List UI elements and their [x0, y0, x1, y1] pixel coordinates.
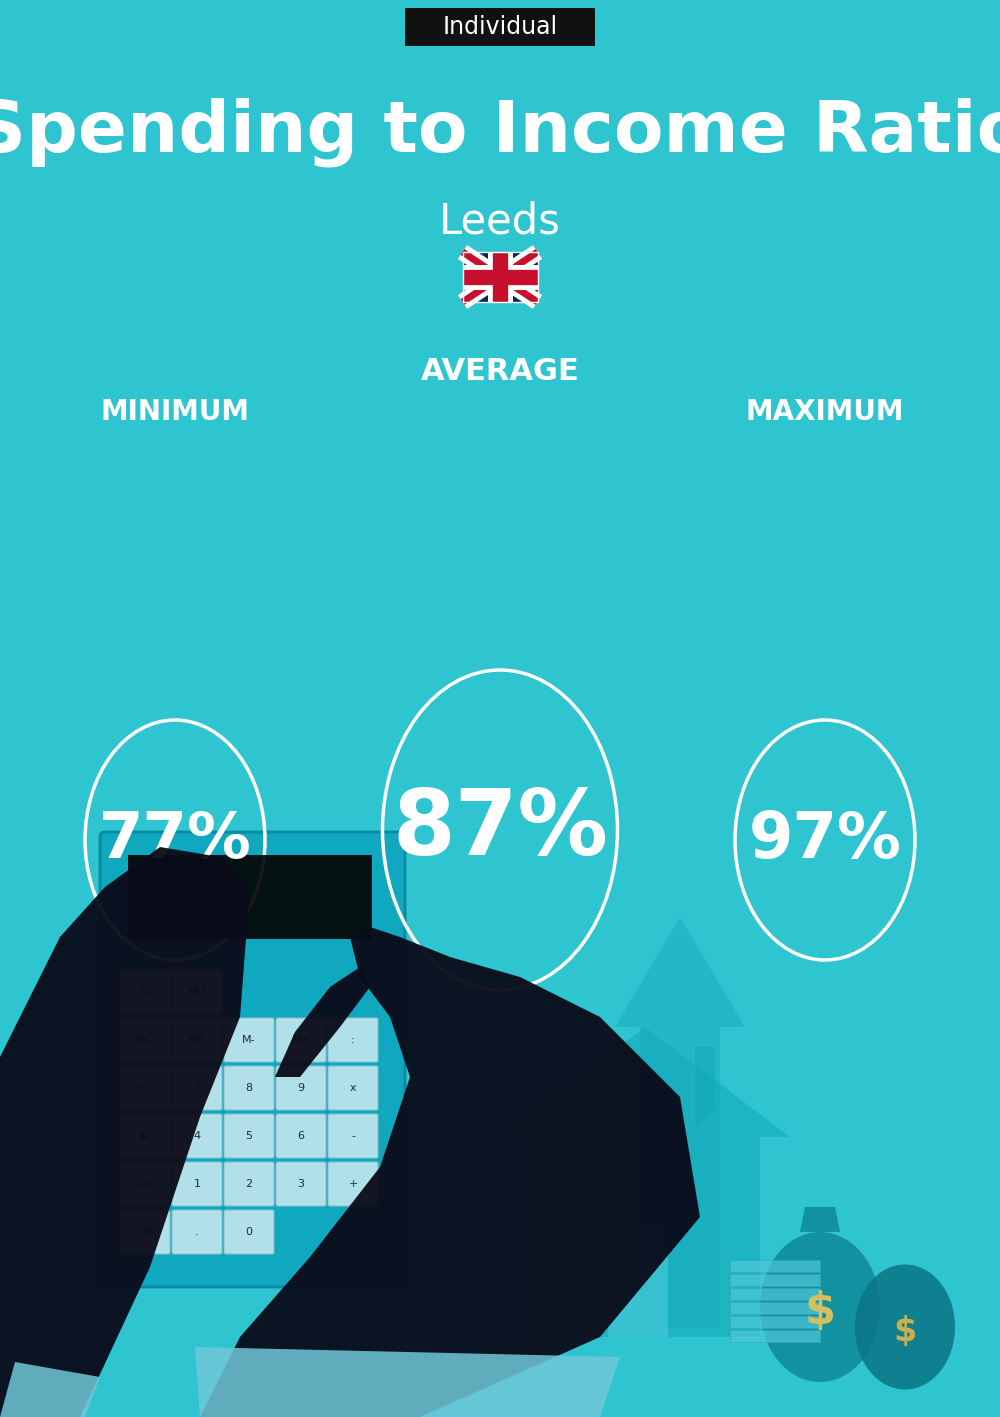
Polygon shape: [258, 966, 402, 1067]
Text: 2: 2: [245, 1179, 253, 1189]
FancyBboxPatch shape: [128, 854, 372, 939]
Text: 9: 9: [297, 1083, 305, 1093]
Polygon shape: [608, 1227, 668, 1338]
Polygon shape: [730, 1288, 820, 1299]
FancyBboxPatch shape: [120, 1162, 170, 1206]
FancyBboxPatch shape: [224, 1017, 274, 1061]
Text: MC: MC: [136, 1034, 154, 1044]
Text: +/-: +/-: [136, 1083, 154, 1093]
Polygon shape: [615, 917, 745, 1027]
Polygon shape: [800, 1207, 840, 1231]
FancyBboxPatch shape: [276, 1017, 326, 1061]
Text: 77%: 77%: [99, 809, 251, 871]
Text: MINIMUM: MINIMUM: [100, 398, 250, 427]
Text: 1: 1: [194, 1179, 200, 1189]
Text: x: x: [350, 1083, 356, 1093]
Polygon shape: [275, 966, 370, 1077]
Text: -: -: [351, 1131, 355, 1141]
FancyBboxPatch shape: [120, 1114, 170, 1158]
Text: 3: 3: [298, 1179, 304, 1189]
Text: Individual: Individual: [442, 16, 558, 40]
Text: MAXIMUM: MAXIMUM: [746, 398, 904, 427]
Polygon shape: [0, 847, 250, 1417]
FancyBboxPatch shape: [462, 252, 538, 302]
FancyBboxPatch shape: [276, 1114, 326, 1158]
FancyBboxPatch shape: [120, 1210, 170, 1254]
FancyBboxPatch shape: [172, 1210, 222, 1254]
FancyBboxPatch shape: [224, 1114, 274, 1158]
Polygon shape: [695, 1047, 715, 1127]
Polygon shape: [730, 1316, 820, 1328]
FancyBboxPatch shape: [172, 1114, 222, 1158]
FancyBboxPatch shape: [224, 1066, 274, 1110]
FancyBboxPatch shape: [172, 971, 222, 1015]
Text: 97%: 97%: [749, 809, 901, 871]
FancyBboxPatch shape: [172, 1066, 222, 1110]
Text: M+: M+: [292, 1034, 310, 1044]
FancyBboxPatch shape: [120, 1066, 170, 1110]
Polygon shape: [730, 1260, 820, 1272]
FancyBboxPatch shape: [405, 9, 595, 45]
Bar: [462, 252, 538, 302]
Polygon shape: [530, 1136, 760, 1338]
Text: 5: 5: [246, 1131, 252, 1141]
FancyBboxPatch shape: [224, 1210, 274, 1254]
FancyBboxPatch shape: [224, 1162, 274, 1206]
Text: ►: ►: [141, 1131, 149, 1141]
FancyBboxPatch shape: [120, 971, 170, 1015]
Ellipse shape: [760, 1231, 880, 1382]
Polygon shape: [200, 927, 700, 1417]
FancyBboxPatch shape: [172, 1162, 222, 1206]
Text: 00: 00: [138, 1227, 152, 1237]
Polygon shape: [730, 1302, 820, 1314]
Text: 4: 4: [193, 1131, 201, 1141]
FancyBboxPatch shape: [328, 1162, 378, 1206]
FancyBboxPatch shape: [172, 1017, 222, 1061]
Text: 7: 7: [193, 1083, 201, 1093]
Text: .: .: [195, 1227, 199, 1237]
Polygon shape: [730, 1331, 820, 1342]
Polygon shape: [195, 1348, 620, 1417]
Ellipse shape: [855, 1264, 955, 1390]
Text: 8: 8: [245, 1083, 253, 1093]
Text: M-: M-: [242, 1034, 256, 1044]
FancyBboxPatch shape: [328, 1066, 378, 1110]
Polygon shape: [640, 1027, 720, 1326]
FancyBboxPatch shape: [328, 1017, 378, 1061]
Text: Leeds: Leeds: [439, 201, 561, 242]
FancyBboxPatch shape: [276, 1162, 326, 1206]
FancyBboxPatch shape: [120, 1017, 170, 1061]
Text: +: +: [348, 1179, 358, 1189]
Polygon shape: [500, 1027, 790, 1136]
Text: MR: MR: [188, 1034, 206, 1044]
Text: $: $: [804, 1291, 836, 1333]
FancyBboxPatch shape: [100, 832, 405, 1287]
Polygon shape: [285, 1067, 375, 1287]
Polygon shape: [730, 1274, 820, 1287]
Text: AVERAGE: AVERAGE: [421, 357, 579, 387]
Text: 87%: 87%: [392, 786, 608, 874]
FancyBboxPatch shape: [328, 1114, 378, 1158]
Text: Spending to Income Ratio: Spending to Income Ratio: [0, 98, 1000, 167]
Text: 6: 6: [298, 1131, 304, 1141]
Text: MU: MU: [188, 988, 206, 998]
Text: 0: 0: [246, 1227, 252, 1237]
Polygon shape: [0, 1362, 100, 1417]
Text: :: :: [351, 1034, 355, 1044]
Text: C/A: C/A: [135, 1179, 155, 1189]
FancyBboxPatch shape: [276, 1066, 326, 1110]
Text: $: $: [893, 1315, 917, 1349]
Text: %: %: [140, 988, 150, 998]
